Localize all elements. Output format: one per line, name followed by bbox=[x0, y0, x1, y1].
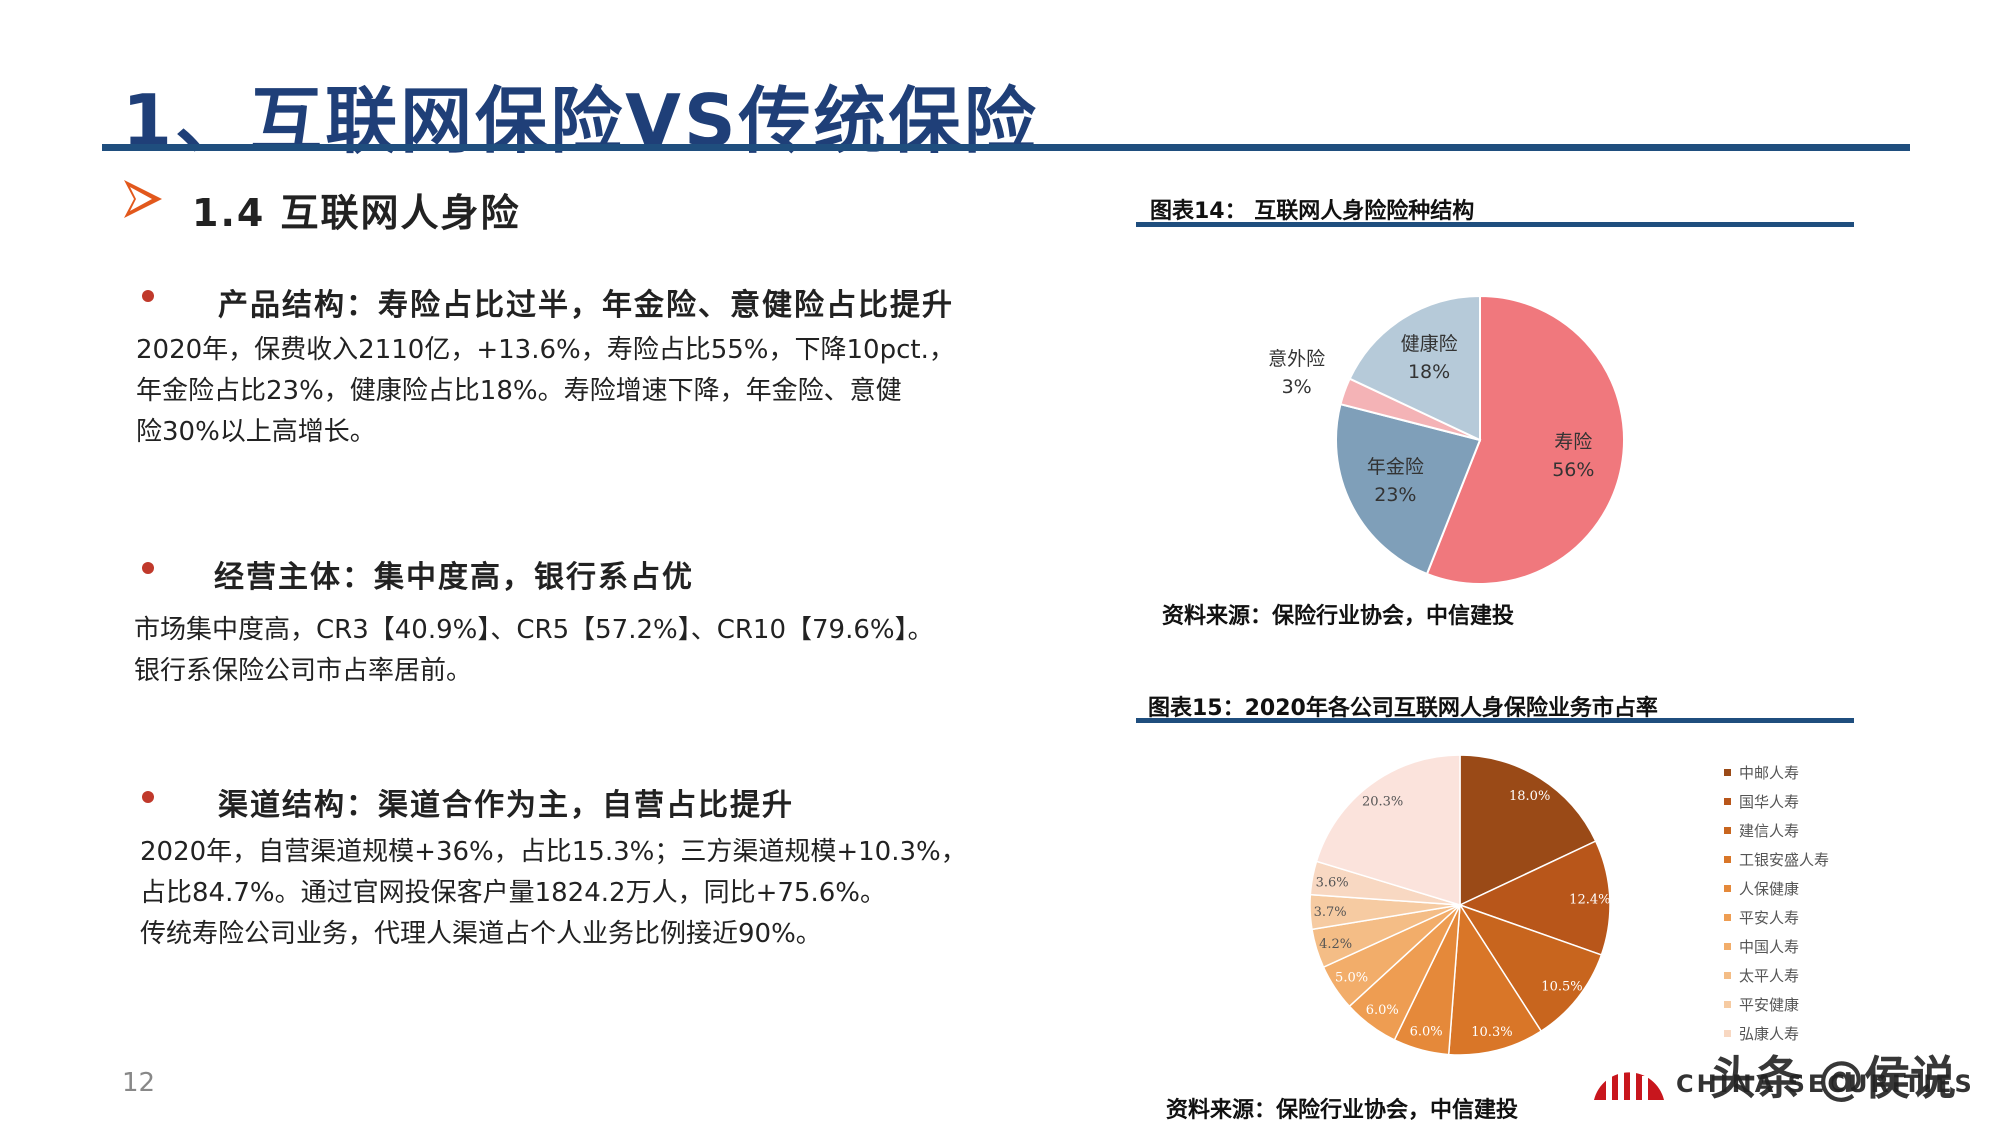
legend-item: 弘康人寿 bbox=[1724, 1019, 1799, 1048]
slice-category-label: 寿险 bbox=[1554, 431, 1592, 453]
legend-label: 人保健康 bbox=[1739, 880, 1800, 898]
legend-swatch bbox=[1724, 885, 1731, 892]
legend-item: 中邮人寿 bbox=[1724, 758, 1799, 787]
slice-value-label: 3.7% bbox=[1314, 905, 1347, 920]
figure15-source: 资料来源：保险行业协会，中信建投 bbox=[1166, 1098, 1519, 1123]
legend-label: 建信人寿 bbox=[1739, 822, 1800, 840]
slice-value-label: 6.0% bbox=[1366, 1003, 1399, 1018]
section-title: 1.4 互联网人身险 bbox=[192, 191, 521, 235]
page-title: 1、互联网保险VS传统保险 bbox=[122, 79, 1039, 163]
legend-item: 太平人寿 bbox=[1724, 961, 1799, 990]
text-line: 占比84.7%。通过官网投保客户量1824.2万人，同比+75.6%。 bbox=[140, 878, 886, 908]
legend-swatch bbox=[1724, 914, 1731, 921]
legend-swatch bbox=[1724, 827, 1731, 834]
figure14-source: 资料来源：保险行业协会，中信建投 bbox=[1162, 604, 1515, 629]
legend-label: 太平人寿 bbox=[1739, 967, 1800, 985]
legend-label: 弘康人寿 bbox=[1739, 1025, 1800, 1043]
legend-item: 中国人寿 bbox=[1724, 932, 1799, 961]
title-divider bbox=[102, 144, 1910, 151]
point-body-product: 2020年，保费收入2110亿，+13.6%，寿险占比55%，下降10pct.，… bbox=[136, 330, 955, 453]
legend-label: 国华人寿 bbox=[1739, 793, 1800, 811]
figure14-title: 图表14： 互联网人身险险种结构 bbox=[1150, 199, 1475, 224]
figure15-rule bbox=[1136, 718, 1854, 723]
page-number: 12 bbox=[122, 1068, 156, 1098]
slice-value-label: 3.6% bbox=[1316, 875, 1349, 890]
slice-value-label: 18.0% bbox=[1509, 789, 1550, 804]
watermark: 头条 @侯说 bbox=[1710, 1051, 1957, 1105]
legend-label: 中邮人寿 bbox=[1739, 764, 1800, 782]
pie-slice bbox=[1458, 903, 1603, 1033]
legend-label: 平安人寿 bbox=[1739, 909, 1800, 927]
slice-value-label: 23% bbox=[1374, 484, 1416, 506]
legend-item: 人保健康 bbox=[1724, 874, 1799, 903]
slice-value-label: 12.4% bbox=[1569, 892, 1610, 907]
slice-value-label: 10.5% bbox=[1541, 980, 1582, 995]
point-body-channels: 2020年，自营渠道规模+36%，占比15.3%；三方渠道规模+10.3%， 占… bbox=[140, 832, 967, 955]
legend-swatch bbox=[1724, 1030, 1731, 1037]
slice-category-label: 意外险 bbox=[1268, 348, 1325, 370]
legend-item: 国华人寿 bbox=[1724, 787, 1799, 816]
legend-swatch bbox=[1724, 1001, 1731, 1008]
legend-item: 建信人寿 bbox=[1724, 816, 1799, 845]
slice-value-label: 3% bbox=[1282, 376, 1312, 398]
pie-slice bbox=[1348, 294, 1481, 442]
legend-swatch bbox=[1724, 798, 1731, 805]
slice-value-label: 20.3% bbox=[1362, 795, 1403, 810]
legend-label: 平安健康 bbox=[1739, 996, 1800, 1014]
bullet-icon bbox=[142, 791, 154, 803]
citic-logo-icon bbox=[1594, 1070, 1664, 1100]
market-share-legend: 中邮人寿国华人寿建信人寿工银安盛人寿 人保健康平安人寿中国人寿太平人寿平安健康弘康… bbox=[1724, 758, 1884, 1058]
text-line: 银行系保险公司市占率居前。 bbox=[134, 656, 473, 686]
insurance-type-pie-chart: 寿险 56% 年金险 23% 意外险 3% 健康险 18% bbox=[1268, 294, 1625, 585]
bullet-icon bbox=[142, 562, 154, 574]
slice-value-label: 10.3% bbox=[1471, 1025, 1512, 1040]
brand-logo: CHINA SECURITIES bbox=[1588, 1048, 1988, 1118]
slice-value-label: 6.0% bbox=[1410, 1024, 1443, 1039]
bullet-icon bbox=[142, 290, 154, 302]
slice-value-label: 18% bbox=[1408, 361, 1450, 383]
pie-slice bbox=[1458, 840, 1611, 956]
legend-swatch bbox=[1724, 769, 1731, 776]
pie-slice bbox=[1335, 402, 1482, 576]
text-line: 市场集中度高，CR3【40.9%】、CR5【57.2%】、CR10【79.6%】… bbox=[134, 615, 934, 645]
arrow-bullet-icon bbox=[124, 180, 162, 218]
legend-label: 中国人寿 bbox=[1739, 938, 1800, 956]
pie-slice bbox=[1315, 754, 1461, 907]
pie-slice bbox=[1447, 902, 1543, 1056]
text-line: 2020年，自营渠道规模+36%，占比15.3%；三方渠道规模+10.3%， bbox=[140, 837, 967, 867]
slice-category-label: 年金险 bbox=[1367, 456, 1424, 478]
slice-value-label: 5.0% bbox=[1335, 971, 1368, 986]
legend-item: 平安人寿 bbox=[1724, 903, 1799, 932]
brand-text: CHINA SECURITIES bbox=[1676, 1070, 1975, 1098]
slice-category-label: 健康险 bbox=[1401, 333, 1458, 355]
figure15-title: 图表15：2020年各公司互联网人身保险业务市占率 bbox=[1148, 696, 1658, 721]
figure14-rule bbox=[1136, 222, 1854, 227]
slice-value-label: 56% bbox=[1552, 459, 1594, 481]
point-title-operators: 经营主体：集中度高，银行系占优 bbox=[214, 560, 694, 595]
text-line: 2020年，保费收入2110亿，+13.6%，寿险占比55%，下降10pct.， bbox=[136, 335, 955, 365]
pie-slice bbox=[1425, 294, 1625, 585]
legend-swatch bbox=[1724, 856, 1731, 863]
legend-swatch bbox=[1724, 943, 1731, 950]
legend-item: 工银安盛人寿 bbox=[1724, 845, 1829, 874]
point-title-channels: 渠道结构：渠道合作为主，自营占比提升 bbox=[218, 788, 794, 823]
market-share-pie-chart: 18.0% 12.4% 10.5% 10.3% 6.0% 6.0% 5.0% 4.2% 3.7%… bbox=[1309, 754, 1611, 1056]
legend-item: 平安健康 bbox=[1724, 990, 1799, 1019]
text-line: 传统寿险公司业务，代理人渠道占个人业务比例接近90%。 bbox=[140, 919, 822, 949]
legend-swatch bbox=[1724, 972, 1731, 979]
point-body-operators: 市场集中度高，CR3【40.9%】、CR5【57.2%】、CR10【79.6%】… bbox=[134, 610, 934, 692]
legend-label: 工银安盛人寿 bbox=[1739, 851, 1830, 869]
pie-slice bbox=[1459, 754, 1597, 907]
text-line: 险30%以上高增长。 bbox=[136, 417, 376, 447]
text-line: 年金险占比23%，健康险占比18%。寿险增速下降，年金险、意健 bbox=[136, 376, 902, 406]
point-title-product: 产品结构：寿险占比过半，年金险、意健险占比提升 bbox=[218, 288, 954, 323]
slice-value-label: 4.2% bbox=[1319, 937, 1352, 952]
